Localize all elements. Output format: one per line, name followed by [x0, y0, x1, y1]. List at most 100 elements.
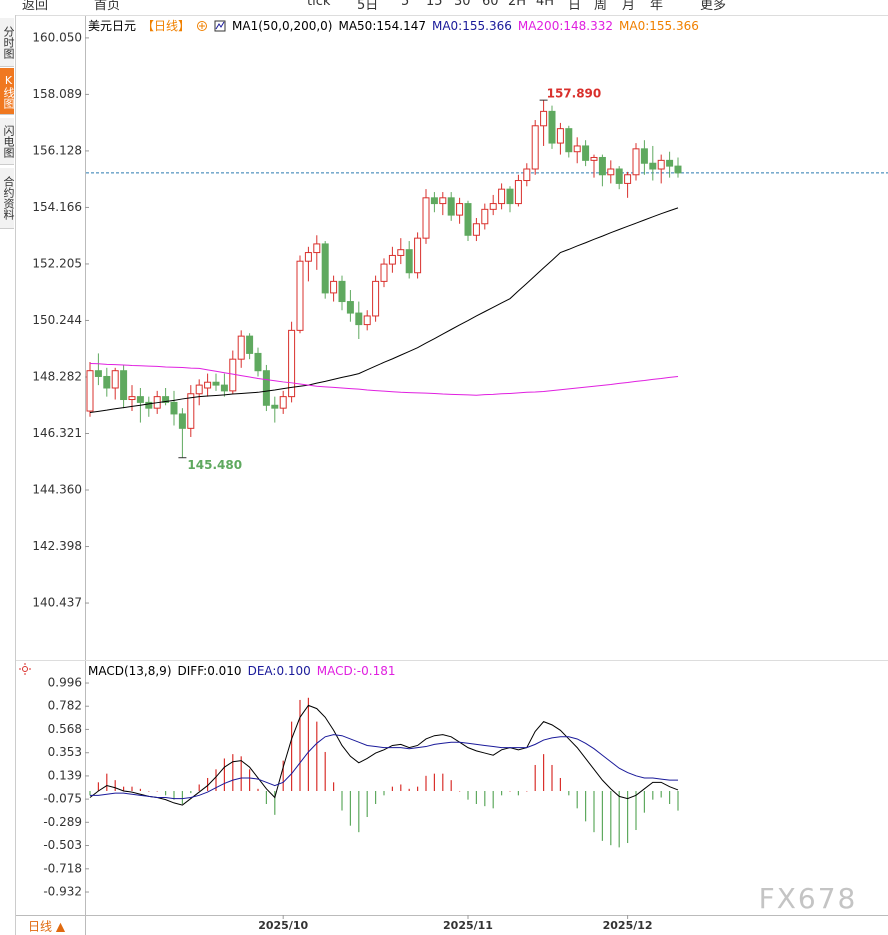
toolbar-button[interactable]: 月: [622, 0, 636, 13]
candle-body: [204, 381, 212, 389]
sidebar-tab[interactable]: K线图: [0, 68, 15, 115]
toolbar-button[interactable]: 首页: [94, 0, 121, 13]
candle-body: [640, 148, 648, 164]
histogram-bar: [249, 769, 251, 791]
candle-body: [590, 156, 598, 161]
candle-body: [220, 384, 228, 392]
toolbar-button[interactable]: 60: [482, 0, 499, 9]
histogram-bar: [627, 790, 629, 844]
toolbar-button[interactable]: 更多: [700, 0, 727, 13]
histogram-bar: [459, 790, 461, 792]
candle-body: [439, 197, 447, 205]
histogram-bar: [123, 786, 125, 791]
line-series: [90, 734, 678, 800]
histogram-bar: [89, 790, 91, 796]
histogram-bar: [190, 790, 192, 794]
toolbar-button[interactable]: 日: [568, 0, 582, 13]
histogram-bar: [316, 721, 318, 791]
histogram-bar: [307, 697, 309, 791]
histogram-bar: [165, 790, 167, 796]
sidebar-tab[interactable]: 闪电图: [0, 118, 15, 165]
toolbar-button[interactable]: 15: [426, 0, 443, 9]
candle-body: [170, 401, 178, 415]
legend-item: MACD:-0.181: [316, 664, 396, 678]
x-tick-label: 2025/10: [258, 919, 308, 932]
candle-body: [565, 128, 573, 153]
candle-body: [111, 370, 119, 389]
toolbar-button[interactable]: 5: [401, 0, 410, 9]
candle-body: [397, 249, 405, 256]
candle-body: [355, 312, 363, 326]
candle-body: [388, 254, 396, 265]
histogram-bar: [215, 769, 217, 791]
histogram-bar: [475, 790, 477, 805]
histogram-bar: [568, 790, 570, 796]
candle-body: [514, 180, 522, 205]
toolbar-button[interactable]: 年: [650, 0, 664, 13]
x-tick-label: 2025/11: [443, 919, 493, 932]
toolbar-button[interactable]: 周: [594, 0, 608, 13]
candle-body: [472, 223, 480, 236]
histogram-bar: [509, 790, 511, 792]
histogram-bar: [349, 790, 351, 826]
candle-body: [128, 396, 136, 401]
histogram-bar: [148, 790, 150, 792]
toolbar-button[interactable]: 返回: [22, 0, 49, 13]
histogram-bar: [324, 751, 326, 791]
histogram-bar: [652, 790, 654, 800]
histogram-bar: [677, 790, 679, 811]
histogram-bar: [291, 721, 293, 791]
candle-body: [136, 396, 144, 403]
histogram-bar: [408, 788, 410, 791]
sidebar-tab[interactable]: 分时图: [0, 18, 15, 67]
add-icon[interactable]: [196, 20, 208, 32]
y-tick-label: 152.205: [32, 256, 82, 270]
histogram-bar: [274, 790, 276, 815]
histogram-bar: [618, 790, 620, 848]
sidebar-tab[interactable]: 合约资料: [0, 168, 15, 229]
y-tick-label: 0.782: [48, 699, 82, 713]
toolbar-button[interactable]: 5日: [357, 0, 379, 13]
price-header: 美元日元 【日线】 MA1(50,0,200,0) MA50:154.147 M…: [88, 17, 699, 34]
histogram-bar: [501, 790, 503, 796]
candle-body: [178, 413, 186, 429]
y-tick-label: 0.996: [48, 676, 82, 690]
toolbar-button[interactable]: 2H: [508, 0, 527, 9]
candle-body: [674, 165, 682, 174]
footer-period[interactable]: 日线 ▲: [28, 920, 66, 934]
candle-body: [615, 168, 623, 184]
toolbar-button[interactable]: tick: [307, 0, 331, 9]
candle-body: [657, 159, 665, 170]
legend-item: MA1(50,0,200,0): [232, 18, 333, 33]
low-annotation: 145.480: [187, 458, 242, 472]
toolbar-button[interactable]: 4H: [536, 0, 555, 9]
y-tick-label: 0.353: [48, 745, 82, 759]
histogram-bar: [417, 786, 419, 791]
line-series: [89, 363, 679, 396]
candle-body: [498, 188, 506, 205]
candle-body: [430, 197, 438, 205]
macd-header: MACD(13,8,9) DIFF:0.010 DEA:0.100 MACD:-…: [88, 664, 396, 678]
histogram-bar: [131, 786, 133, 791]
candle-body: [556, 128, 564, 144]
legend-item: MA50:154.147: [338, 18, 426, 33]
y-tick-label: 150.244: [32, 313, 82, 327]
histogram-bar: [375, 790, 377, 805]
histogram-bar: [299, 699, 301, 791]
y-tick-label: 148.282: [32, 369, 82, 383]
candle-body: [582, 145, 590, 161]
toolbar-button[interactable]: 30: [454, 0, 471, 9]
candle-body: [607, 168, 615, 176]
histogram-bar: [257, 788, 259, 791]
histogram-bar: [341, 790, 343, 811]
candle-body: [414, 237, 422, 274]
candle-body: [598, 156, 606, 176]
line-series: [89, 704, 679, 806]
candle-body: [145, 401, 153, 409]
indicator-icon[interactable]: [214, 20, 226, 32]
histogram-bar: [492, 790, 494, 809]
histogram-bar: [526, 790, 528, 792]
y-tick-label: -0.503: [43, 838, 82, 852]
candle-body: [103, 375, 111, 389]
